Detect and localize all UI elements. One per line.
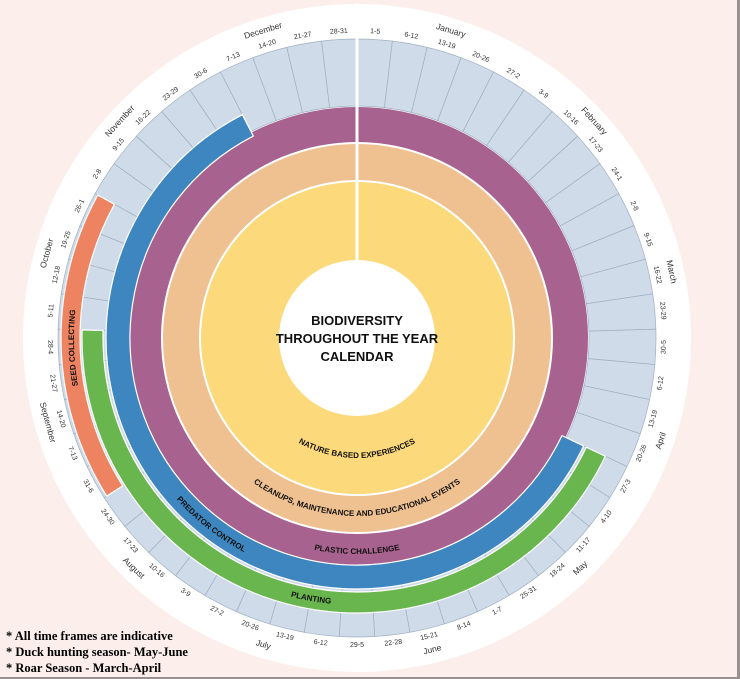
week-label: 30-5 <box>661 340 668 354</box>
week-label: 9-15 <box>642 232 653 248</box>
week-label: 13-19 <box>437 39 456 51</box>
week-label: 22-28 <box>384 639 403 648</box>
week-label: 6-12 <box>404 31 419 40</box>
week-label: 6-12 <box>313 639 328 648</box>
title-line: CALENDAR <box>320 349 394 364</box>
note: All time frames are indicative <box>6 628 188 644</box>
note: Duck hunting season- May-June <box>6 644 188 660</box>
week-label: 2-8 <box>92 168 103 180</box>
week-label: 14-20 <box>55 409 66 428</box>
week-label: 1-7 <box>491 606 503 617</box>
week-label: 5-11 <box>47 304 55 318</box>
week-label: 28-31 <box>330 28 348 36</box>
center-circle <box>279 260 435 416</box>
plastic-label: PLASTIC CHALLENGE <box>314 543 401 556</box>
week-label: 16-22 <box>652 265 663 284</box>
week-label: 8-14 <box>456 620 472 631</box>
week-label: 23-29 <box>658 302 667 321</box>
week-label: 13-19 <box>648 409 659 428</box>
planting-arc <box>81 329 607 614</box>
month-label: July <box>255 637 273 651</box>
notes: All time frames are indicative Duck hunt… <box>6 628 188 676</box>
month-label: June <box>422 642 443 656</box>
note: Roar Season - March-April <box>6 660 188 676</box>
week-label: 7-13 <box>66 446 78 462</box>
week-label: 6-12 <box>656 376 665 391</box>
week-label: 3-9 <box>537 88 549 100</box>
week-label: 15-21 <box>420 631 439 642</box>
frame-edge <box>737 0 740 679</box>
week-label: 13-19 <box>275 631 294 642</box>
title-line: THROUGHOUT THE YEAR <box>275 331 439 346</box>
week-label: 21-27 <box>48 374 58 393</box>
week-label: 2-8 <box>629 200 640 212</box>
title-line: BIODIVERSITY <box>311 313 403 328</box>
week-label: 21-27 <box>293 31 312 41</box>
plastic-label-text: PLASTIC CHALLENGE <box>314 543 401 556</box>
week-label: 14-20 <box>258 39 277 51</box>
week-label: 28-4 <box>46 340 53 354</box>
seed-arc <box>60 194 124 497</box>
week-label: 12-18 <box>52 265 63 284</box>
month-label: March <box>665 259 680 284</box>
week-label: 3-9 <box>179 587 191 599</box>
week-label: 29-5 <box>350 642 364 649</box>
predator-arc <box>105 113 585 590</box>
week-label: 1-5 <box>370 28 381 36</box>
frame-edge <box>0 677 740 679</box>
calendar-title: BIODIVERSITY THROUGHOUT THE YEAR CALENDA… <box>257 312 457 366</box>
